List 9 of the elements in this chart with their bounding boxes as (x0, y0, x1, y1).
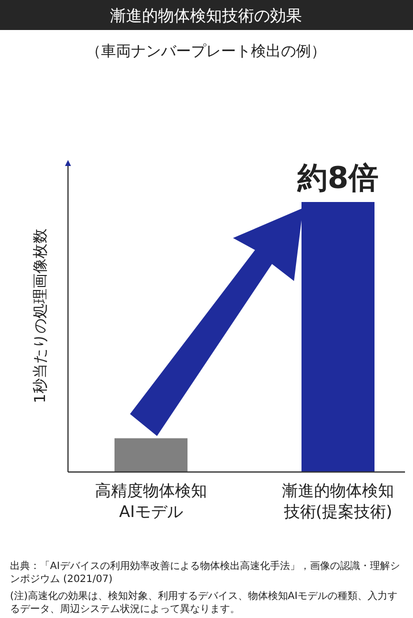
y-axis-title: 1秒当たりの処理画像枚数 (31, 228, 49, 404)
x-tick-label: 高精度物体検知AIモデル (95, 481, 207, 521)
chart-subtitle: （車両ナンバープレート検出の例） (86, 42, 326, 60)
text: (注)高速化の効果は、検知対象、利用するデバイス、物体検知AIモデルの種類、入力するデータ、周辺システム状況によって異なります。 (10, 590, 399, 616)
source-note: 出典：「AIデバイスの利用効率改善による物体検出高速化手法」，画像の認識・理解シンポジウム (2021/07) (10, 560, 401, 586)
chart-title: 漸進的物体検知技術の効果 (110, 6, 302, 25)
title-banner: 漸進的物体検知技術の効果 (0, 0, 413, 30)
x-tick-label: 漸進的物体検知技術(提案技術) (282, 481, 394, 521)
annotation: 約8倍 (296, 161, 378, 196)
